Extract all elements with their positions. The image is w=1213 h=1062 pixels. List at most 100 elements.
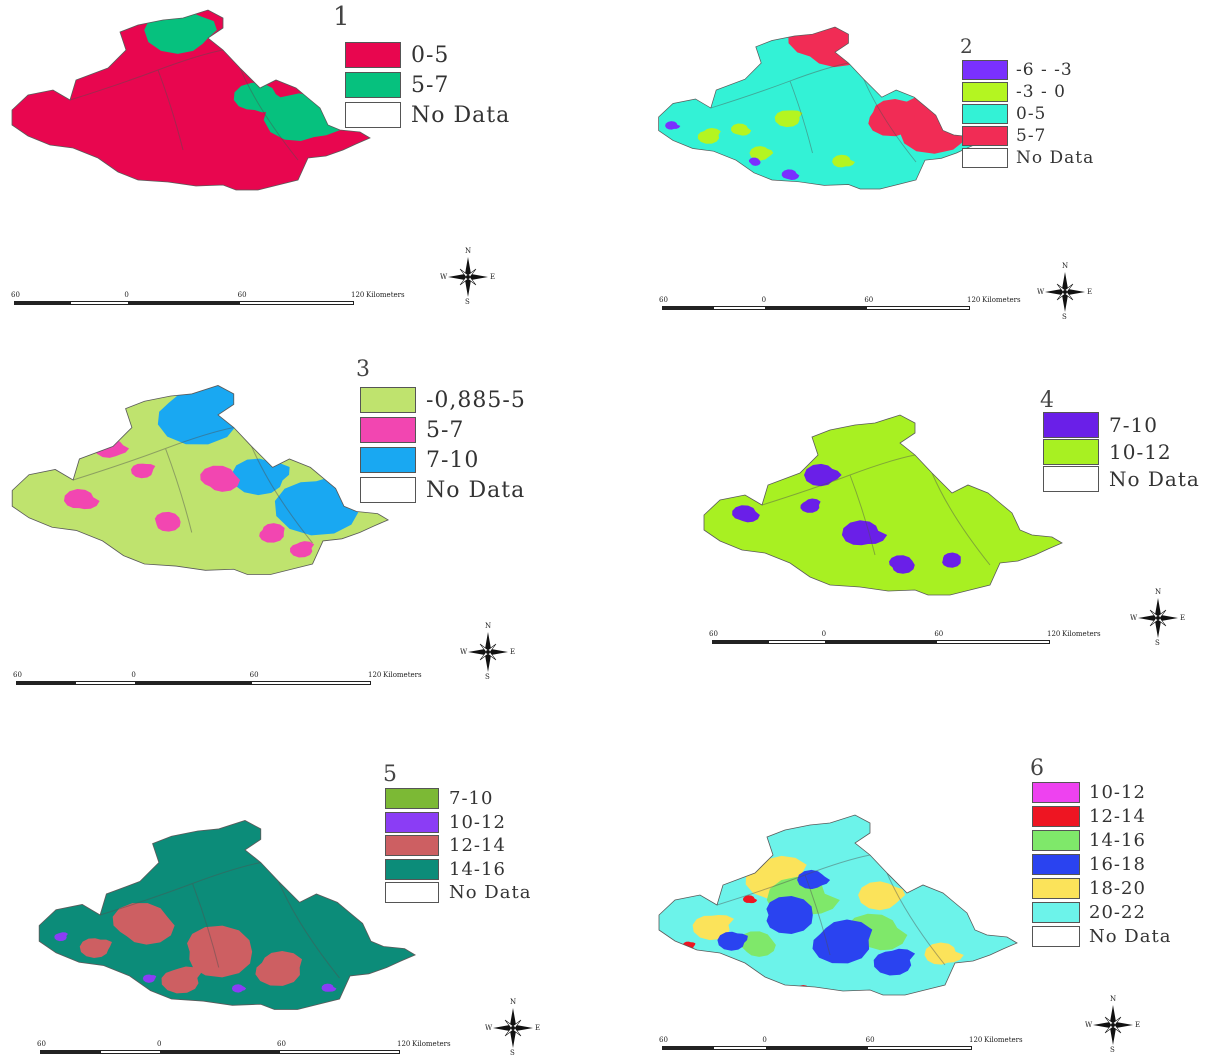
scale-segment — [663, 307, 714, 309]
class-patch-12-14 — [187, 925, 253, 978]
legend-swatch — [1032, 781, 1080, 803]
class-patch-10-12 — [54, 932, 68, 942]
legend-label: 12-14 — [1089, 805, 1146, 827]
region-base-20-22 — [659, 815, 1017, 995]
class-patch--3 - 0 — [731, 123, 752, 136]
compass-label-w: W — [1085, 1021, 1093, 1029]
legend-label: No Data — [1109, 466, 1200, 491]
legend-item: No Data — [345, 100, 510, 130]
legend-item: 5-7 — [360, 415, 526, 445]
compass-label-e: E — [490, 273, 496, 281]
legend-swatch — [345, 42, 401, 68]
map-6 — [658, 814, 1018, 996]
river-line — [69, 49, 299, 161]
scale-tick-label: 120 — [351, 291, 365, 299]
scale-unit-label: Kilometers — [366, 291, 405, 299]
class-patch-7-10 — [942, 552, 961, 568]
class-patch--6 - -3 — [748, 157, 761, 166]
compass-label-s: S — [510, 1049, 515, 1057]
legend-swatch — [1032, 925, 1080, 947]
river-line — [716, 854, 946, 966]
scale-tick-label: 60 — [709, 630, 718, 638]
class-patch-5-7 — [233, 82, 285, 113]
legend-label: -3 - 0 — [1016, 82, 1066, 102]
legend-swatch — [385, 882, 439, 904]
legend-item: 0-5 — [345, 40, 510, 70]
legend-label: 10-12 — [1089, 781, 1146, 803]
panel-number: 1 — [333, 2, 350, 32]
legend-label: 20-22 — [1089, 901, 1146, 923]
legend-item: -6 - -3 — [962, 59, 1094, 81]
legend-label: 7-10 — [449, 788, 494, 810]
legend-label: -0,885-5 — [426, 387, 526, 413]
north-arrow-icon: N S E W — [1037, 262, 1093, 322]
class-patch-7-10 — [889, 555, 915, 574]
class-patch-5-7 — [130, 463, 156, 479]
scale-unit-label: Kilometers — [1062, 630, 1101, 638]
region-base-0-5 — [658, 27, 981, 189]
scale-tick-label: 60 — [237, 291, 247, 299]
class-patch-14-16 — [738, 931, 776, 957]
legend-item: 20-22 — [1032, 900, 1171, 924]
scale-bar: 60 0 60 120 Kilometers — [659, 1036, 1032, 1054]
class-patch-16-18 — [797, 869, 831, 890]
class-patch-7-10 — [841, 520, 888, 546]
class-patch--6 - -3 — [665, 121, 681, 130]
scale-tick-label: 0 — [124, 291, 129, 299]
legend-swatch — [385, 811, 439, 833]
panel-number: 2 — [960, 34, 973, 58]
legend-swatch — [1032, 901, 1080, 923]
legend-item: No Data — [1043, 465, 1200, 492]
scale-track — [14, 301, 354, 305]
legend: 0-5 5-7 No Data — [345, 40, 510, 130]
legend-swatch — [1043, 411, 1099, 438]
legend-swatch — [360, 417, 416, 443]
legend: -6 - -3 -3 - 0 0-5 5-7 No Data — [962, 59, 1094, 169]
scale-tick-label: 60 — [659, 1036, 668, 1044]
river-line — [761, 454, 991, 566]
region-outline — [703, 414, 1063, 596]
legend-label: 7-10 — [1109, 412, 1158, 437]
legend-swatch — [962, 148, 1008, 168]
class-patch-7-10 — [804, 463, 842, 487]
legend: 7-10 10-12 No Data — [1043, 411, 1200, 492]
scale-tick-label: 60 — [11, 291, 20, 299]
scale-track — [712, 640, 1050, 644]
legend-label: No Data — [1016, 148, 1095, 168]
legend-label: 18-20 — [1089, 877, 1146, 899]
compass-rose-icon — [1045, 272, 1085, 312]
legend-swatch — [1032, 829, 1080, 851]
legend-label: 14-16 — [449, 858, 506, 880]
legend-label: 12-14 — [449, 835, 506, 857]
compass-label-w: W — [1037, 288, 1045, 296]
legend-label: -6 - -3 — [1016, 60, 1073, 80]
river-line — [72, 426, 313, 544]
scale-segment — [160, 1051, 280, 1053]
scale-tick-label: 0 — [761, 296, 767, 304]
scale-tick-label: 0 — [821, 630, 827, 638]
compass-label-w: W — [460, 648, 468, 656]
class-patch-12-14 — [743, 895, 758, 904]
scale-unit-label: Kilometers — [383, 671, 422, 679]
legend-item: 10-12 — [1043, 438, 1200, 465]
panel-number: 6 — [1030, 756, 1044, 781]
region-outline — [11, 385, 390, 575]
scale-segment — [765, 307, 867, 309]
legend-label: 7-10 — [426, 447, 480, 473]
region-outline — [11, 9, 371, 191]
class-patch-12-14 — [79, 938, 112, 958]
scale-tick-label: 120 — [969, 1036, 983, 1044]
compass-rose-icon — [448, 257, 488, 297]
region-base-10-12 — [704, 415, 1062, 595]
legend-swatch — [1043, 438, 1099, 465]
legend-label: 5-7 — [426, 417, 465, 443]
scale-tick-label: 60 — [277, 1040, 286, 1048]
class-patch-5-7 — [290, 541, 315, 558]
legend-item: 10-12 — [385, 811, 531, 835]
scale-tick-label: 120 — [368, 671, 382, 679]
scale-tick-label: 60 — [37, 1040, 46, 1048]
scale-segment — [41, 1051, 101, 1053]
map-1 — [11, 9, 371, 191]
legend-item: No Data — [1032, 924, 1171, 948]
compass-rose-icon — [493, 1008, 533, 1048]
